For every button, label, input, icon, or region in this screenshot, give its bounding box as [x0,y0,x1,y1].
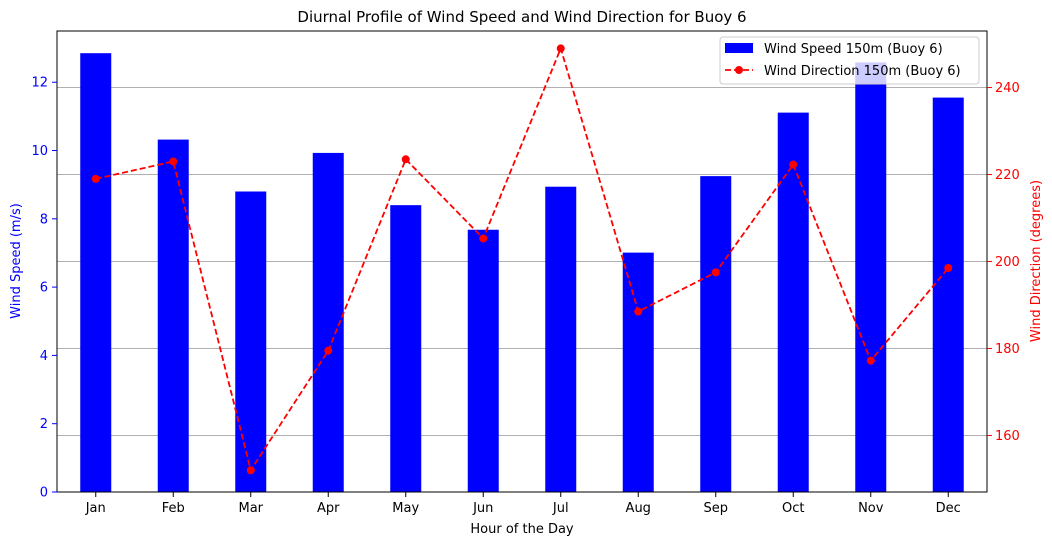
legend-box [719,36,980,85]
line-point [246,466,255,475]
y-tick-label: 12 [31,76,48,91]
gridlines [57,87,987,436]
line-point [91,174,100,183]
line-point [401,155,410,164]
x-tick-label: Mar [238,501,263,516]
bar [855,62,887,493]
y-tick-label: 0 [40,486,48,501]
bar [80,53,112,493]
series-line [95,45,949,473]
y-tick-label: 10 [31,144,48,159]
y-tick-label: 8 [40,212,48,227]
x-axis-label: Hour of the Day [470,522,574,537]
line-point [711,268,720,277]
bar [312,152,344,493]
y2-tick-label: 180 [995,342,1020,357]
x-tick-label: Jul [552,501,569,516]
line-point [789,160,798,169]
bar-series [80,53,964,493]
bar [390,205,422,492]
y2-tick-label: 220 [995,168,1020,183]
line-point [324,346,333,355]
line-point [169,157,178,166]
legend-swatch-marker [735,66,743,74]
x-axis-ticks: Jan Feb Mar Apr May Jun Jul Aug Sep Oct Nov Dec [85,492,961,516]
line-point [944,264,953,273]
line-point [556,44,565,53]
bar [235,191,267,493]
bar [932,97,964,492]
x-tick-label: Jun [472,501,493,516]
y-axis-left-ticks: 0 2 4 6 8 10 12 [31,76,57,501]
y2-tick-label: 240 [995,81,1020,96]
x-tick-label: Sep [703,501,728,516]
x-tick-label: Apr [317,501,340,516]
bar [622,252,654,492]
line-point [479,234,488,243]
y-tick-label: 2 [40,417,48,432]
bar [467,229,499,492]
legend-label: Wind Speed 150m (Buoy 6) [764,42,943,57]
x-tick-label: May [392,501,419,516]
bar [545,186,577,492]
y-axis-right-ticks: 160 180 200 220 240 [987,81,1020,444]
legend: Wind Speed 150m (Buoy 6) Wind Direction 1… [719,36,980,85]
line-series [91,44,953,475]
legend-swatch-bar [725,43,753,53]
chart-title: Diurnal Profile of Wind Speed and Wind D… [297,8,746,26]
y2-tick-label: 160 [995,429,1020,444]
x-tick-label: Dec [936,501,961,516]
bar [157,139,189,492]
x-tick-label: Jan [85,501,106,516]
bar [700,176,732,492]
legend-label: Wind Direction 150m (Buoy 6) [764,64,961,79]
y-axis-right-label: Wind Direction (degrees) [1029,180,1044,342]
y-tick-label: 4 [40,349,48,364]
y-axis-left-label: Wind Speed (m/s) [9,203,24,319]
y-tick-label: 6 [40,281,48,296]
line-point [634,307,643,316]
x-tick-label: Aug [626,501,651,516]
x-tick-label: Nov [858,501,884,516]
bar [777,112,809,492]
line-point [866,356,875,365]
x-tick-label: Oct [782,501,804,516]
x-tick-label: Feb [162,501,185,516]
y2-tick-label: 200 [995,255,1020,270]
